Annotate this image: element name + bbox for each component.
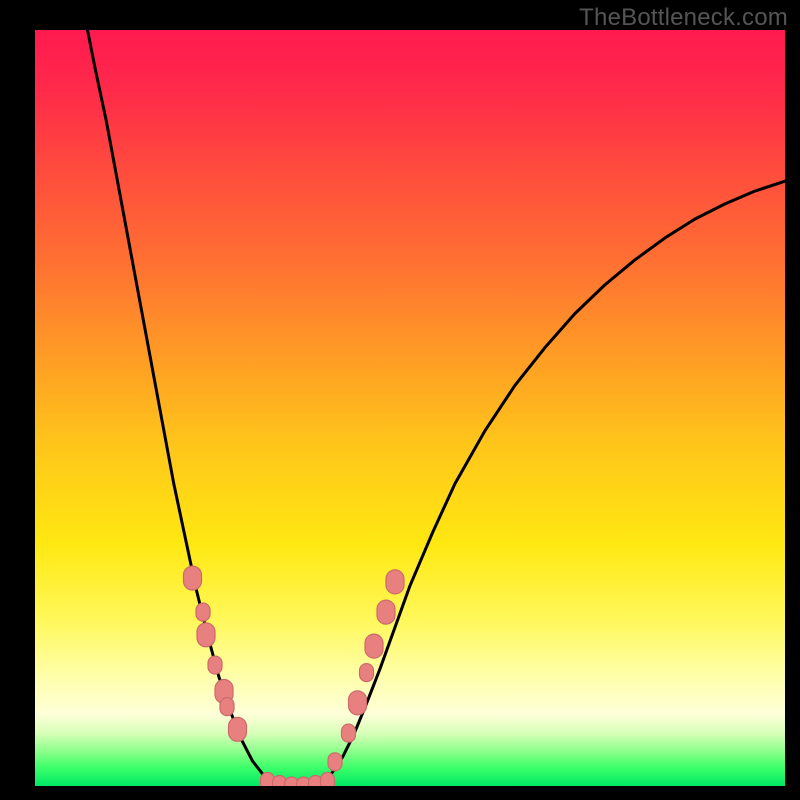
marker-right: [349, 691, 367, 715]
marker-left: [220, 698, 234, 716]
marker-right: [342, 724, 356, 742]
marker-right: [377, 600, 395, 624]
plot-area: [35, 30, 785, 786]
marker-left: [208, 656, 222, 674]
plot-svg: [35, 30, 785, 786]
chart-container: TheBottleneck.com: [0, 0, 800, 800]
watermark-text: TheBottleneck.com: [579, 4, 788, 32]
gradient-background: [35, 30, 785, 786]
marker-trough: [321, 772, 335, 786]
marker-left: [197, 623, 215, 647]
marker-right: [386, 570, 404, 594]
marker-right: [365, 634, 383, 658]
marker-left: [196, 603, 210, 621]
marker-right: [328, 753, 342, 771]
marker-left: [184, 566, 202, 590]
marker-left: [229, 717, 247, 741]
marker-right: [360, 664, 374, 682]
